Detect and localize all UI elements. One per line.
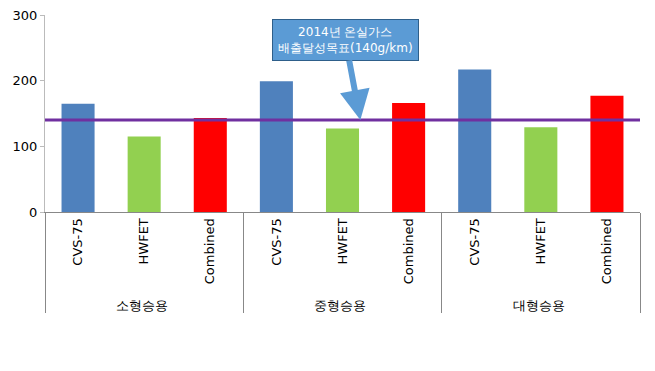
- svg-text:중형승용: 중형승용: [314, 298, 366, 313]
- svg-text:200: 200: [13, 73, 38, 88]
- svg-text:Combined: Combined: [401, 218, 416, 284]
- svg-text:CVS-75: CVS-75: [467, 218, 482, 265]
- svg-text:Combined: Combined: [203, 218, 218, 284]
- svg-text:CVS-75: CVS-75: [70, 218, 85, 265]
- svg-text:2014년 온실가스배출달성목표(140g/km): 2014년 온실가스배출달성목표(140g/km): [278, 25, 413, 55]
- svg-text:HWFET: HWFET: [533, 218, 548, 264]
- svg-text:100: 100: [13, 139, 38, 154]
- svg-text:대형승용: 대형승용: [513, 298, 565, 313]
- svg-text:HWFET: HWFET: [136, 218, 151, 264]
- svg-text:HWFET: HWFET: [335, 218, 350, 264]
- svg-text:300: 300: [13, 8, 38, 23]
- svg-text:0: 0: [29, 205, 37, 220]
- svg-text:Combined: Combined: [599, 218, 614, 284]
- svg-text:소형승용: 소형승용: [116, 298, 168, 313]
- svg-text:CVS-75: CVS-75: [269, 218, 284, 265]
